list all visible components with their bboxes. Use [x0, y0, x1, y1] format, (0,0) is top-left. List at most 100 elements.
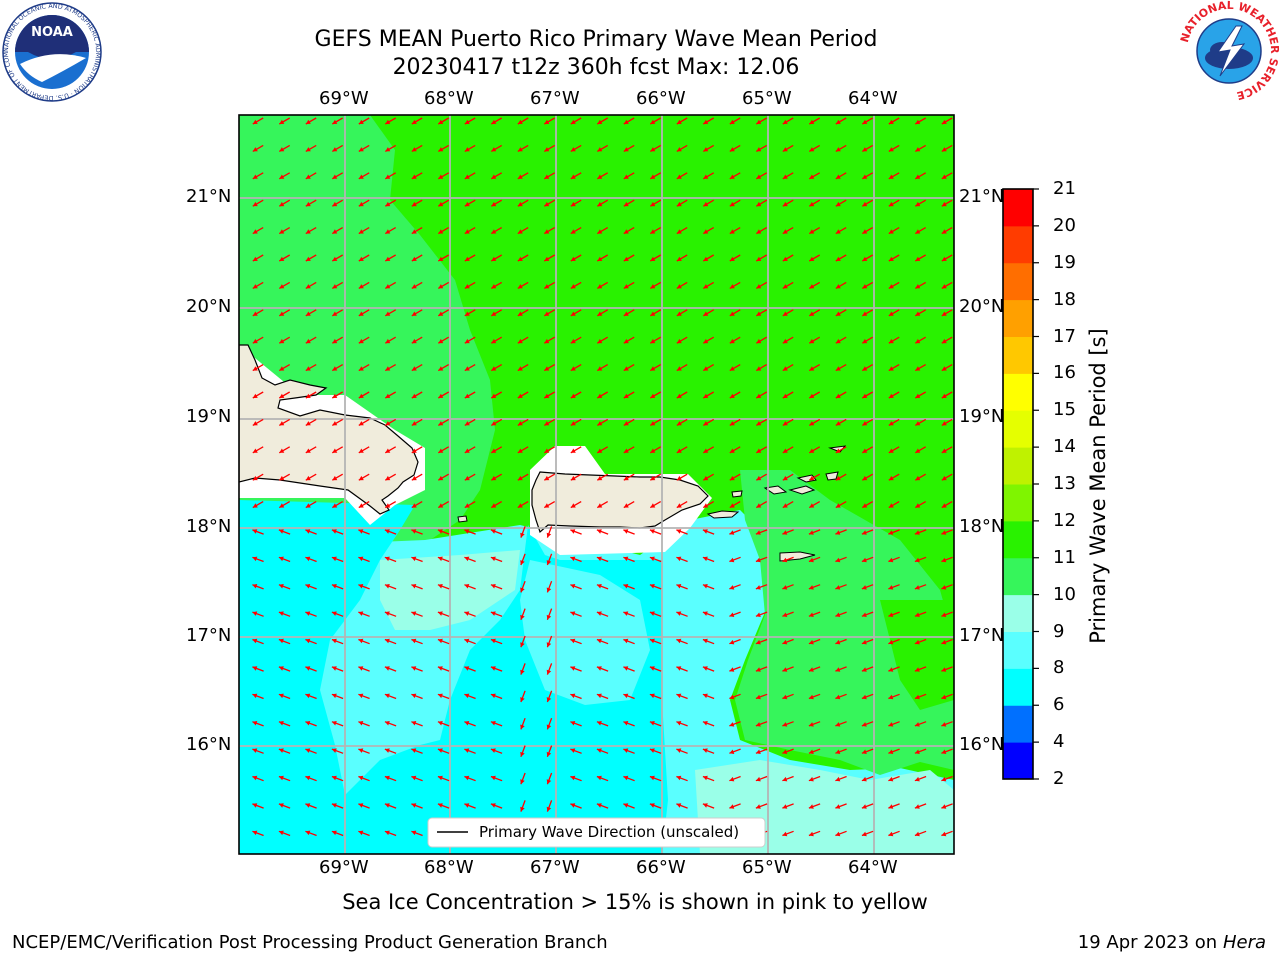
- wave-arrow-head: [809, 256, 815, 261]
- wave-arrow-head: [649, 775, 655, 781]
- wave-arrow-head: [676, 284, 682, 289]
- wave-arrow-head: [729, 174, 735, 179]
- wave-arrow-head: [888, 119, 894, 124]
- wave-arrow-head: [808, 694, 814, 700]
- wave-arrow-head: [941, 804, 947, 809]
- wave-arrow-head: [464, 284, 470, 289]
- wave-arrow-head: [782, 804, 788, 809]
- wave-arrow-head: [252, 338, 258, 344]
- wave-arrow-head: [358, 666, 364, 671]
- wave-arrow-head: [914, 831, 920, 837]
- wave-arrow-head: [755, 804, 761, 809]
- wave-arrow-head: [888, 530, 894, 535]
- wave-arrow-head: [941, 639, 947, 645]
- wave-arrow-head: [544, 174, 550, 179]
- wave-arrow-head: [649, 748, 655, 753]
- wave-arrow-head: [358, 748, 364, 753]
- wave-arrow-head: [941, 229, 947, 234]
- wave-arrow-head: [491, 174, 497, 179]
- wave-arrow-head: [331, 803, 337, 808]
- wave-arrow-head: [570, 556, 576, 562]
- lat-label-left: 18°N: [186, 516, 232, 537]
- wave-arrow-head: [888, 749, 894, 754]
- wave-arrow-head: [411, 666, 417, 671]
- wave-arrow-head: [941, 393, 947, 398]
- wave-arrow-head: [464, 448, 470, 453]
- wave-arrow-head: [596, 666, 602, 671]
- wave-arrow-head: [650, 174, 656, 179]
- wave-arrow-head: [756, 311, 762, 316]
- wave-arrow-head: [491, 366, 497, 371]
- wave-arrow-head: [808, 804, 814, 809]
- wave-arrow-head: [676, 147, 682, 152]
- wave-arrow-head: [385, 475, 391, 481]
- wave-arrow-head: [650, 256, 656, 261]
- wave-arrow-head: [756, 256, 762, 261]
- wave-arrow-head: [597, 475, 603, 481]
- wave-arrow-head: [676, 775, 682, 781]
- wave-arrow-head: [252, 448, 258, 453]
- wave-arrow-head: [941, 530, 947, 535]
- wave-arrow-head: [676, 393, 682, 398]
- wave-arrow-head: [385, 366, 391, 371]
- wave-arrow-head: [835, 338, 841, 344]
- wave-arrow-head: [756, 284, 762, 289]
- wave-arrow-head: [941, 338, 947, 344]
- wave-arrow-head: [464, 174, 470, 179]
- wave-arrow-head: [782, 530, 788, 535]
- wave-arrow-head: [941, 119, 947, 124]
- wave-arrow-head: [546, 751, 552, 757]
- longitude-gridlines: [344, 115, 875, 854]
- wave-arrow-head: [941, 694, 947, 700]
- wave-arrow-head: [702, 803, 708, 808]
- wave-arrow-head: [358, 584, 364, 589]
- wave-arrow-head: [358, 174, 364, 179]
- wave-arrow-head: [384, 721, 390, 726]
- wave-arrow-head: [252, 556, 258, 562]
- wave-arrow-head: [862, 174, 868, 179]
- wave-arrow-head: [491, 421, 497, 426]
- wave-arrow-head: [915, 475, 921, 481]
- colorbar-segment: [1003, 447, 1033, 485]
- wave-arrow-head: [491, 201, 497, 207]
- wave-arrow-head: [808, 585, 814, 590]
- wave-arrow-head: [491, 475, 497, 481]
- wave-arrow-head: [546, 587, 552, 593]
- wave-arrow-head: [729, 722, 735, 727]
- wave-arrow-head: [835, 393, 841, 398]
- wave-arrow-head: [570, 174, 576, 179]
- wave-arrow-head: [384, 830, 390, 836]
- wave-arrow-head: [623, 201, 629, 207]
- wave-arrow-head: [649, 556, 655, 562]
- wave-arrow-head: [676, 366, 682, 371]
- wave-arrow-head: [490, 693, 496, 699]
- wave-arrow-head: [755, 776, 761, 782]
- wave-arrow-head: [305, 256, 311, 261]
- wave-arrow-head: [862, 119, 868, 124]
- wave-arrow-head: [888, 393, 894, 398]
- wave-arrow-head: [252, 721, 258, 726]
- wave-arrow-head: [437, 611, 443, 616]
- wave-arrow-head: [305, 775, 311, 781]
- wave-arrow-head: [888, 831, 894, 837]
- wave-arrow-head: [729, 503, 735, 508]
- wave-arrow-head: [278, 611, 284, 616]
- wave-arrow-head: [278, 803, 284, 808]
- wave-arrow-head: [808, 667, 814, 672]
- noaa-logo-text: NOAA: [31, 25, 73, 40]
- wave-arrow-head: [649, 584, 655, 589]
- wave-arrow-head: [358, 803, 364, 808]
- wave-arrow-head: [941, 776, 947, 782]
- wave-arrow-head: [915, 448, 921, 453]
- wave-arrow-head: [888, 503, 894, 508]
- wave-arrow-head: [570, 119, 576, 124]
- wave-arrow-head: [941, 722, 947, 727]
- wave-arrow-head: [729, 147, 735, 152]
- wave-arrow-head: [546, 669, 552, 675]
- wave-arrow-head: [623, 448, 629, 453]
- wave-arrow-head: [305, 119, 311, 124]
- wave-arrow-head: [305, 147, 311, 152]
- wave-arrow-head: [464, 611, 470, 616]
- wave-arrow-head: [650, 366, 656, 371]
- wave-arrow-head: [755, 557, 761, 563]
